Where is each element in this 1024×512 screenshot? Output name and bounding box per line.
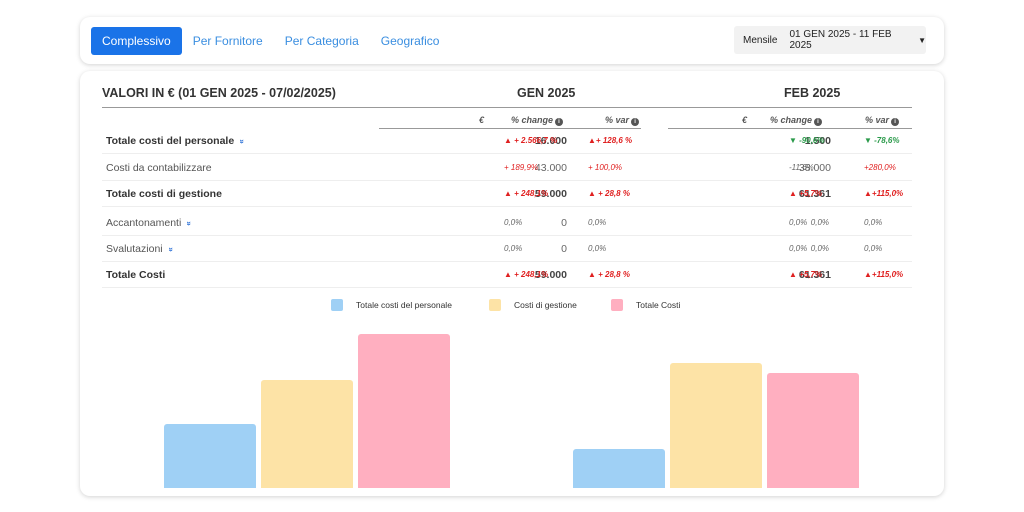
feb-value: 0,0% xyxy=(810,218,829,227)
legend-label: Costi di gestione xyxy=(514,300,577,310)
bar-gen-series-1[interactable] xyxy=(164,424,256,488)
info-icon[interactable]: i xyxy=(631,118,640,126)
header-divider xyxy=(102,107,912,108)
jan-change-value: ▲ + 2.566,7 % xyxy=(504,136,558,145)
jan-change-value: 0,0% xyxy=(504,218,523,227)
feb-value: 61.361 xyxy=(798,269,831,281)
tab-complessivo[interactable]: Complessivo xyxy=(91,27,182,55)
legend-swatch xyxy=(611,299,623,311)
row-label: Accantonamenti» xyxy=(106,217,195,229)
row-label: Totale costi del personale» xyxy=(106,135,247,147)
table-row: Totale costi di gestione 59.000 ▲ + 248,1%… xyxy=(102,181,912,207)
legend-label: Totale costi del personale xyxy=(356,300,452,310)
bar-feb-series-2[interactable] xyxy=(670,363,762,488)
feb-value: 61.361 xyxy=(798,188,831,200)
feb-var-value: ▼ -78,6% xyxy=(864,136,900,145)
caret-down-icon: ▼ xyxy=(918,35,926,45)
view-tabs: Complessivo Per Fornitore Per Categoria … xyxy=(91,27,450,55)
jan-value: 16.000 xyxy=(534,135,567,147)
table-row[interactable]: Accantonamenti» 0 0,0% 0,0% 0,0% 0,0% 0,0% xyxy=(102,210,912,236)
legend-item[interactable]: Totale costi del personale xyxy=(331,299,452,311)
expand-chevron-icon[interactable]: » xyxy=(166,247,176,252)
month1-header: GEN 2025 xyxy=(517,86,576,100)
table-row: Totale Costi 59.000 ▲ + 248,1% ▲ + 28,8 % 61… xyxy=(102,262,912,288)
feb-var-value: 0,0% xyxy=(864,218,883,227)
jan-var-value: 0,0% xyxy=(588,244,607,253)
bar-feb-series-1[interactable] xyxy=(573,449,665,488)
tab-per-fornitore[interactable]: Per Fornitore xyxy=(192,34,263,48)
legend-label: Totale Costi xyxy=(636,300,681,310)
feb-change-value: ▲ +5,7% xyxy=(789,189,823,198)
bar-gen-series-2[interactable] xyxy=(261,380,353,488)
jan-value: 59.000 xyxy=(534,188,567,200)
feb-columns-divider xyxy=(668,128,912,129)
row-label: Svalutazioni» xyxy=(106,243,176,255)
row-label: Costi da contabilizzare xyxy=(106,162,212,174)
info-icon[interactable]: i xyxy=(814,118,823,126)
feb-value: 38.000 xyxy=(798,162,831,174)
feb-var-value: +280,0% xyxy=(864,163,896,172)
jan-change-value: + 189,9% xyxy=(504,163,539,172)
jan-columns-divider xyxy=(379,128,641,129)
legend-item[interactable]: Totale Costi xyxy=(611,299,680,311)
jan-value: 0 xyxy=(561,243,567,255)
expand-chevron-icon[interactable]: » xyxy=(185,221,195,226)
feb-change-value: -11,6% xyxy=(789,163,814,172)
info-icon[interactable]: i xyxy=(891,118,900,126)
feb-var-value: ▲+115,0% xyxy=(864,189,904,198)
jan-var-value: ▲+ 128,6 % xyxy=(588,136,633,145)
legend-item[interactable]: Costi di gestione xyxy=(489,299,577,311)
period-selector[interactable]: Mensile 01 GEN 2025 - 11 FEB 2025 ▼ xyxy=(734,26,926,54)
table-row: Costi da contabilizzare 43.000 + 189,9% + 1… xyxy=(102,155,912,181)
feb-value: 0,0% xyxy=(810,244,829,253)
jan-value: 0 xyxy=(561,217,567,229)
table-title: VALORI IN € (01 GEN 2025 - 07/02/2025) xyxy=(102,86,336,100)
feb-value: 1.500 xyxy=(804,135,831,147)
jan-var-value: ▲ + 28,8 % xyxy=(588,189,630,198)
feb-var-value: 0,0% xyxy=(864,244,883,253)
bar-gen-series-3[interactable] xyxy=(358,334,450,488)
jan-value: 59.000 xyxy=(534,269,567,281)
row-label: Totale costi di gestione xyxy=(106,188,222,200)
month2-header: FEB 2025 xyxy=(784,86,841,100)
jan-change-header: % change i xyxy=(511,115,564,126)
jan-var-value: ▲ + 28,8 % xyxy=(588,270,630,279)
expand-chevron-icon[interactable]: » xyxy=(237,139,247,144)
info-icon[interactable]: i xyxy=(555,118,564,126)
jan-eur-header: € xyxy=(479,115,485,125)
table-row[interactable]: Svalutazioni» 0 0,0% 0,0% 0,0% 0,0% 0,0% xyxy=(102,236,912,262)
feb-change-header: % change i xyxy=(770,115,823,126)
jan-change-value: 0,0% xyxy=(504,244,523,253)
jan-var-value: 0,0% xyxy=(588,218,607,227)
feb-var-value: ▲+115,0% xyxy=(864,270,904,279)
jan-change-value: ▲ + 248,1% xyxy=(504,270,549,279)
jan-value: 43.000 xyxy=(534,162,567,174)
feb-change-value: ▲ +5,7% xyxy=(789,270,823,279)
costs-card: VALORI IN € (01 GEN 2025 - 07/02/2025) G… xyxy=(80,71,944,496)
date-range-value: 01 GEN 2025 - 11 FEB 2025 xyxy=(789,29,892,51)
jan-var-header: % var i xyxy=(605,115,640,126)
legend-swatch xyxy=(331,299,343,311)
top-nav-bar: Complessivo Per Fornitore Per Categoria … xyxy=(80,17,944,64)
legend-swatch xyxy=(489,299,501,311)
granularity-label: Mensile xyxy=(743,34,778,46)
jan-var-value: + 100,0% xyxy=(588,163,623,172)
tab-geografico[interactable]: Geografico xyxy=(380,34,440,48)
tab-per-categoria[interactable]: Per Categoria xyxy=(284,34,359,48)
feb-var-header: % var i xyxy=(865,115,900,126)
feb-change-value: 0,0% xyxy=(789,218,808,227)
jan-change-value: ▲ + 248,1% xyxy=(504,189,549,198)
bar-feb-series-3[interactable] xyxy=(767,373,859,488)
feb-change-value: 0,0% xyxy=(789,244,808,253)
table-row[interactable]: Totale costi del personale» 16.000 ▲ + 2.5… xyxy=(102,128,912,154)
row-label: Totale Costi xyxy=(106,269,166,281)
feb-eur-header: € xyxy=(742,115,748,125)
feb-change-value: ▼ -90,6% xyxy=(789,136,825,145)
